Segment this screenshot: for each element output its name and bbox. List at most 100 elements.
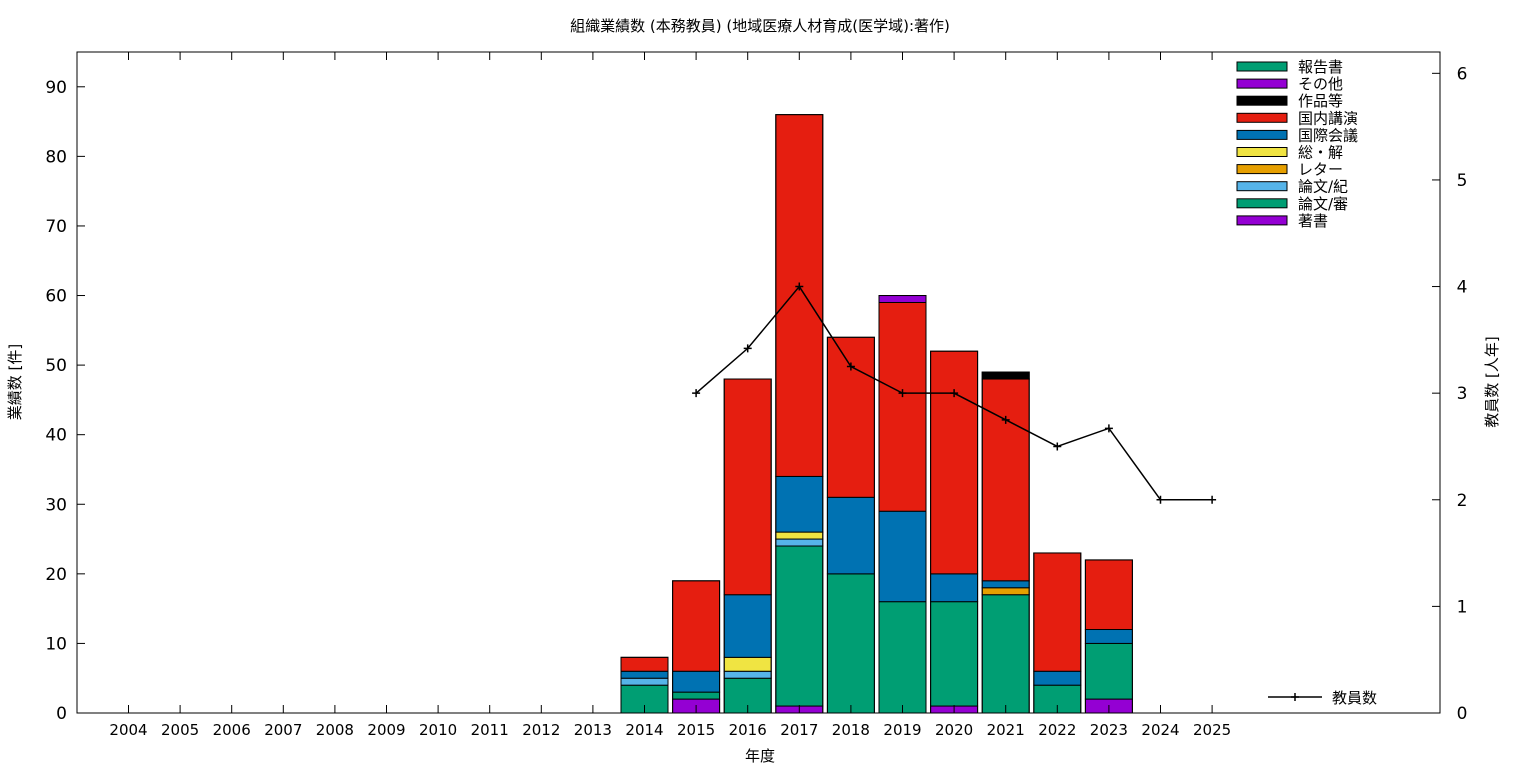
x-tick-label: 2021 bbox=[987, 721, 1025, 739]
x-tick-label: 2014 bbox=[625, 721, 663, 739]
teacher-count-point bbox=[1208, 495, 1217, 504]
teacher-count-line bbox=[692, 282, 1217, 504]
x-tick-label: 2022 bbox=[1038, 721, 1076, 739]
y-axis-label: 業績数 [件] bbox=[6, 344, 24, 420]
legend-label: 著書 bbox=[1298, 212, 1328, 230]
legend-label: 論文/審 bbox=[1298, 195, 1348, 213]
bar-segment bbox=[826, 336, 875, 498]
chart-title: 組織業績数 (本務教員) (地域医療人材育成(医学域):著作) bbox=[570, 17, 950, 35]
y2-tick-label: 6 bbox=[1457, 64, 1468, 84]
legend-swatch bbox=[1236, 215, 1288, 226]
bar-segment bbox=[981, 580, 1030, 589]
y2-tick-label: 4 bbox=[1457, 278, 1468, 298]
bar-segment bbox=[981, 378, 1030, 582]
bar-segment bbox=[620, 670, 669, 679]
bar-segment bbox=[620, 656, 669, 672]
legend-swatch bbox=[1236, 95, 1288, 106]
teacher-count-point bbox=[898, 389, 907, 398]
x-tick-label: 2011 bbox=[471, 721, 509, 739]
bar-segment bbox=[775, 475, 824, 533]
x-tick-label: 2013 bbox=[574, 721, 612, 739]
x-tick-label: 2025 bbox=[1193, 721, 1231, 739]
bar-segment bbox=[930, 573, 979, 603]
axes: 0 10 20 30 40 50 60 70 80 90 0 1 2 3 4 5 6 2004 2005 2006 20… bbox=[45, 52, 1467, 739]
legend-swatch bbox=[1236, 129, 1288, 140]
x-tick-label: 2006 bbox=[213, 721, 251, 739]
x-tick-label: 2015 bbox=[677, 721, 715, 739]
legend-label: レター bbox=[1298, 161, 1343, 179]
legend-swatch bbox=[1236, 164, 1288, 175]
x-tick-label: 2010 bbox=[419, 721, 457, 739]
bar-segment bbox=[672, 691, 721, 700]
legend-swatch bbox=[1236, 198, 1288, 209]
legend-swatch bbox=[1236, 61, 1288, 72]
y2-tick-label: 5 bbox=[1457, 171, 1468, 191]
x-tick-label: 2018 bbox=[832, 721, 870, 739]
x-tick-label: 2024 bbox=[1141, 721, 1179, 739]
x-tick-label: 2019 bbox=[883, 721, 921, 739]
bar-segment bbox=[1084, 629, 1133, 644]
bar-segment bbox=[775, 538, 824, 547]
teacher-count-point bbox=[795, 282, 804, 291]
bar-segment bbox=[775, 545, 824, 707]
y-tick-label: 60 bbox=[45, 287, 67, 307]
legend-label: 国内講演 bbox=[1298, 109, 1358, 127]
bar-segment bbox=[1084, 559, 1133, 631]
bar-segment bbox=[826, 573, 875, 714]
y-tick-label: 70 bbox=[45, 217, 67, 237]
legend-swatch bbox=[1236, 147, 1288, 157]
y-tick-label: 90 bbox=[45, 78, 67, 98]
legend-swatch bbox=[1236, 112, 1288, 123]
teacher-count-point bbox=[743, 344, 752, 353]
y2-tick-label: 2 bbox=[1457, 491, 1468, 511]
x-tick-label: 2020 bbox=[935, 721, 973, 739]
legend-line-marker bbox=[1291, 693, 1299, 701]
y-tick-label: 20 bbox=[45, 565, 67, 585]
y2-tick-label: 3 bbox=[1457, 384, 1468, 404]
y2-tick-label: 1 bbox=[1457, 597, 1468, 617]
x-tick-label: 2016 bbox=[729, 721, 767, 739]
legend-label: 国際会議 bbox=[1298, 126, 1358, 144]
teacher-count-point bbox=[950, 389, 959, 398]
x-tick-label: 2012 bbox=[522, 721, 560, 739]
legend-swatch bbox=[1236, 181, 1288, 192]
y2-tick-label: 0 bbox=[1457, 704, 1468, 724]
teacher-count-point bbox=[692, 389, 701, 398]
y-tick-label: 40 bbox=[45, 426, 67, 446]
bar-segment bbox=[1033, 670, 1082, 686]
bar-segment bbox=[1033, 552, 1082, 672]
y-tick-label: 50 bbox=[45, 356, 67, 376]
legend-swatch bbox=[1236, 78, 1288, 89]
x-tick-label: 2009 bbox=[367, 721, 405, 739]
teacher-count-point bbox=[1156, 495, 1165, 504]
x-tick-label: 2007 bbox=[264, 721, 302, 739]
legend-label: 作品等 bbox=[1298, 92, 1343, 110]
bar-segment bbox=[981, 371, 1030, 380]
bar-segment bbox=[620, 677, 669, 686]
bar-segment bbox=[775, 531, 824, 540]
x-tick-label: 2004 bbox=[109, 721, 147, 739]
bar-segment bbox=[826, 496, 875, 575]
bar-segment bbox=[723, 378, 772, 596]
bar-segment bbox=[981, 587, 1030, 596]
bar-segment bbox=[878, 510, 927, 603]
bar-segment bbox=[672, 580, 721, 672]
bars bbox=[620, 114, 1133, 714]
x-tick-label: 2023 bbox=[1090, 721, 1128, 739]
bar-segment bbox=[775, 114, 824, 477]
bar-segment bbox=[930, 601, 979, 707]
teacher-count-point bbox=[846, 362, 855, 371]
bar-segment bbox=[672, 670, 721, 693]
legend-label: 論文/紀 bbox=[1298, 178, 1348, 196]
bar-segment bbox=[981, 594, 1030, 714]
y-tick-label: 0 bbox=[56, 704, 67, 724]
legend-label: 報告書 bbox=[1298, 58, 1343, 76]
legend-label: 総・解 bbox=[1298, 144, 1343, 162]
x-tick-label: 2005 bbox=[161, 721, 199, 739]
bar-segment bbox=[878, 301, 927, 512]
bar-segment bbox=[723, 594, 772, 658]
bar-segment bbox=[930, 350, 979, 575]
bar-segment bbox=[878, 295, 927, 303]
